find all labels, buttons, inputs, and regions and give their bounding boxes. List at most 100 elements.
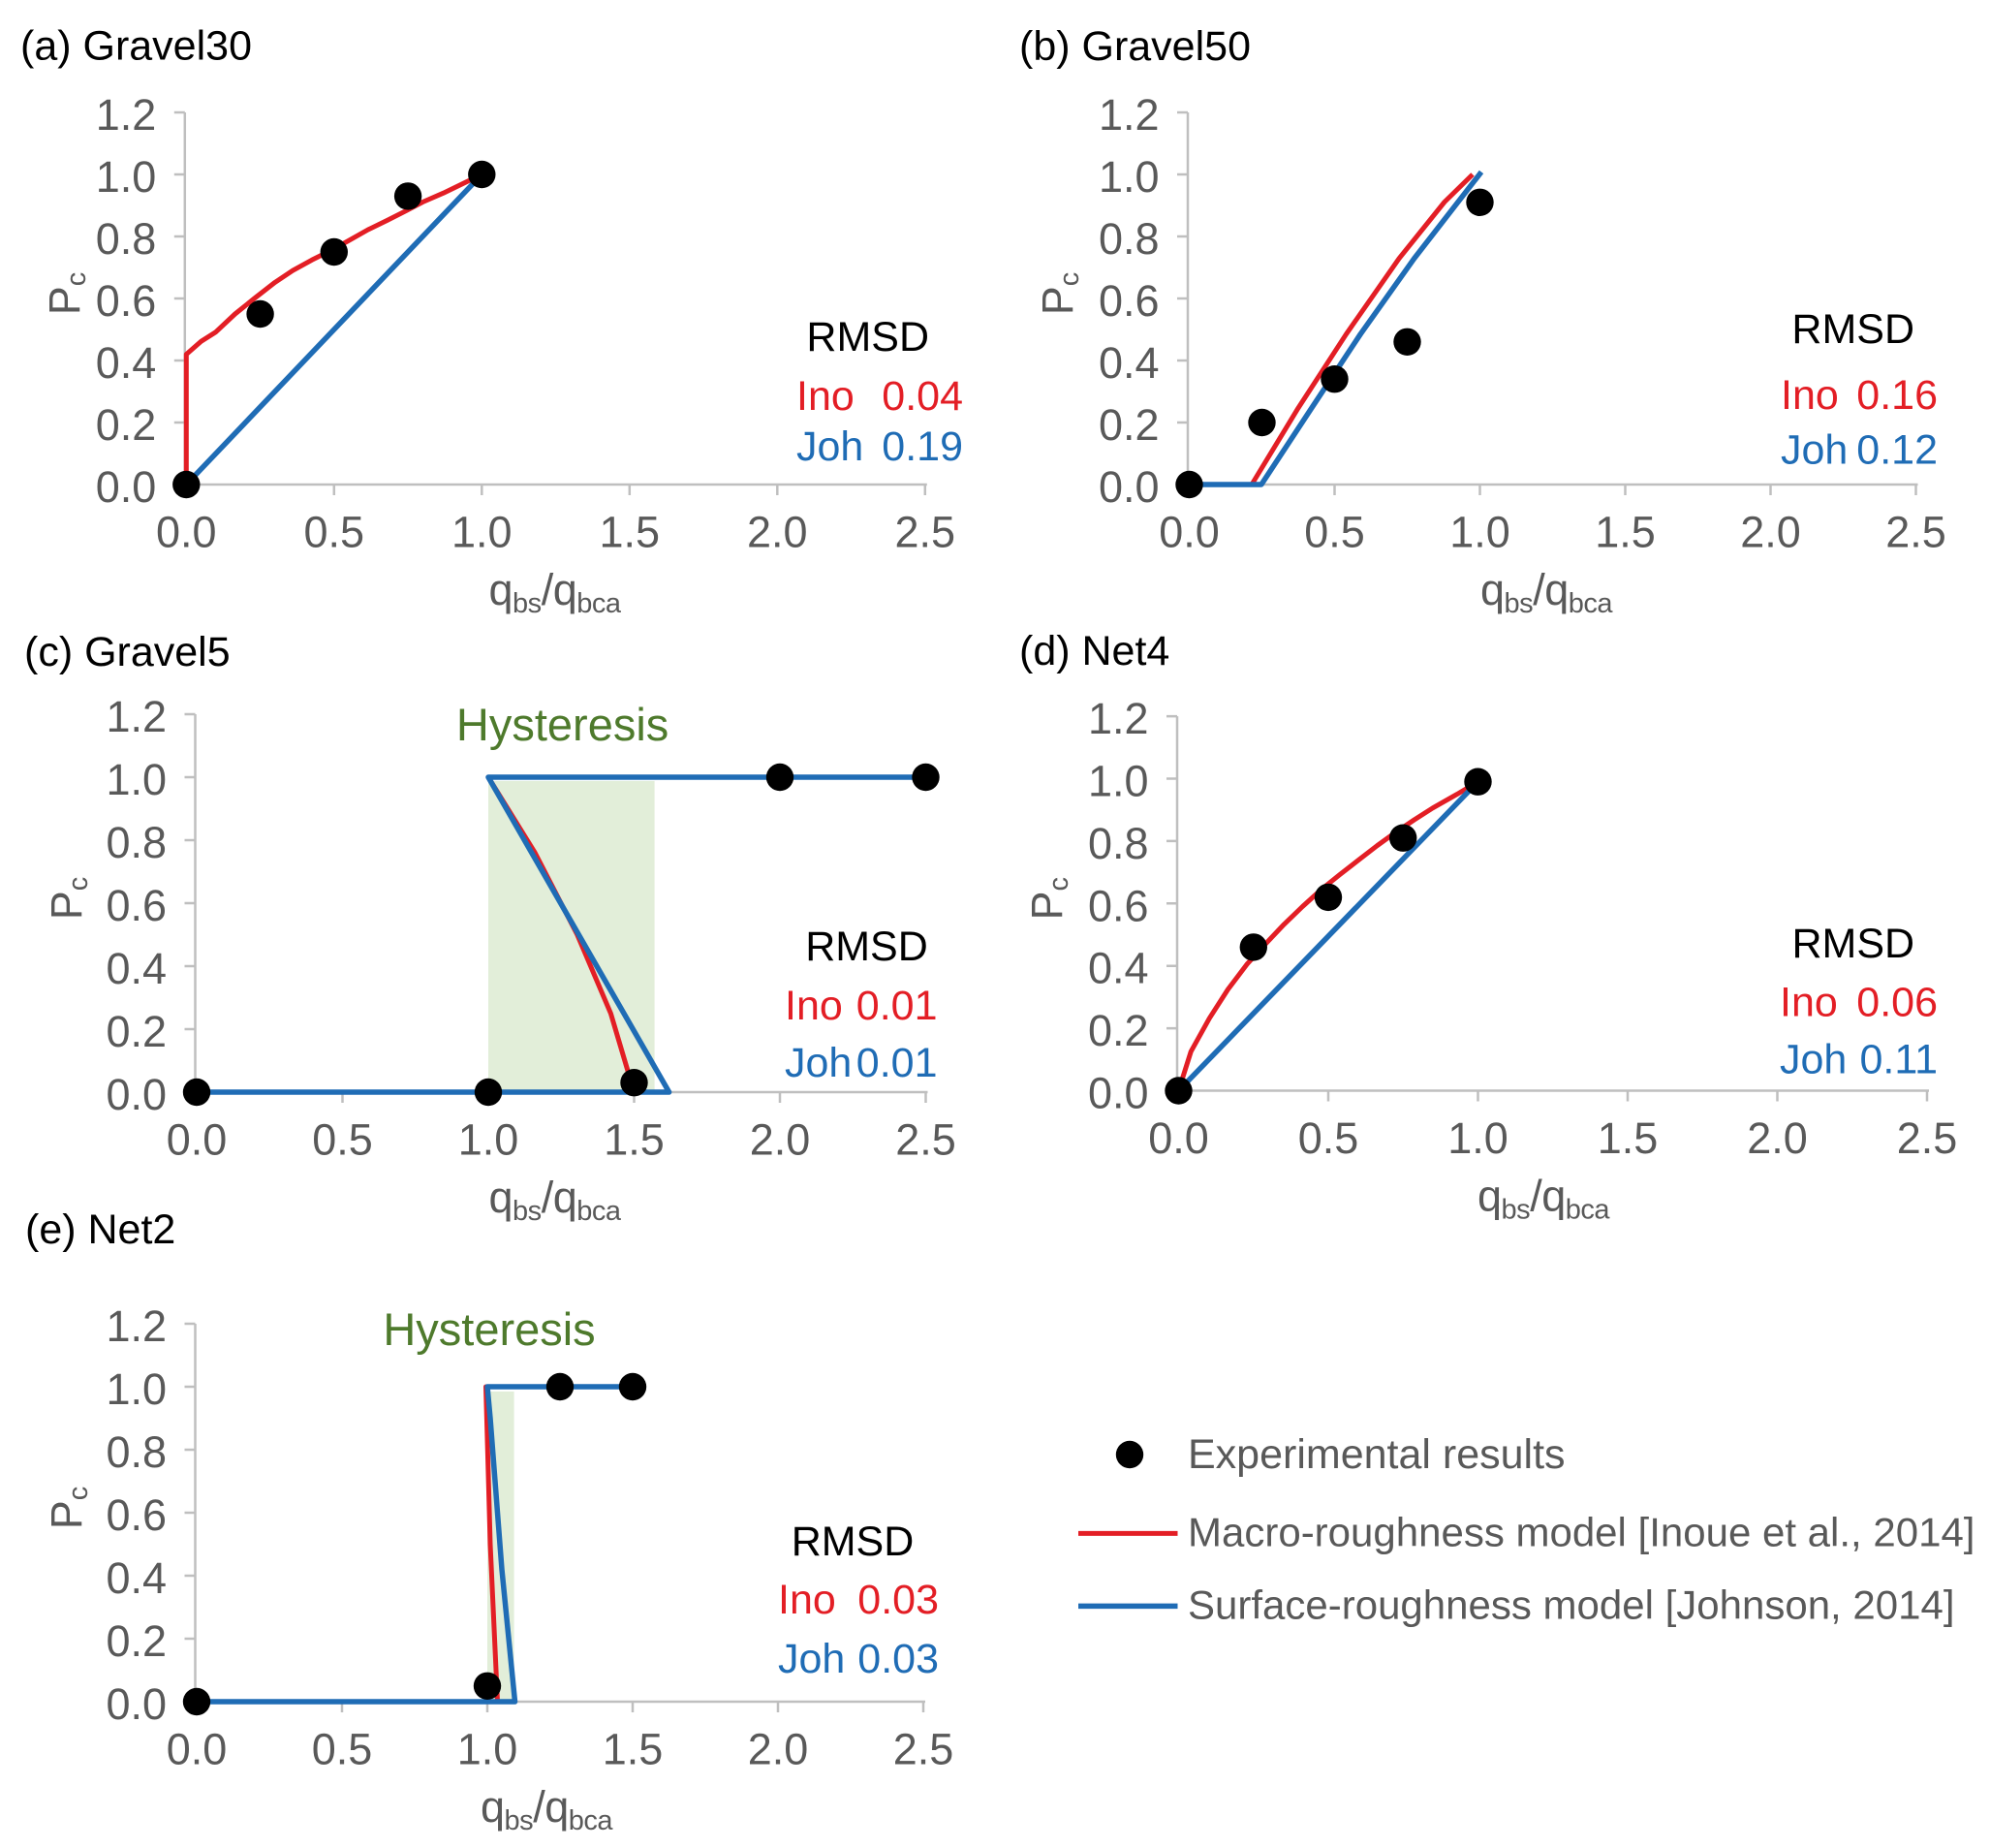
svg-text:0.2: 0.2 (1088, 1006, 1149, 1055)
svg-text:2.0: 2.0 (747, 508, 808, 557)
svg-text:2.5: 2.5 (895, 1115, 956, 1165)
svg-text:0.6: 0.6 (96, 276, 157, 326)
svg-text:0.2: 0.2 (106, 1007, 167, 1056)
svg-text:Joh: Joh (1780, 1037, 1847, 1083)
svg-text:0.0: 0.0 (106, 1070, 167, 1119)
svg-text:2.0: 2.0 (748, 1725, 809, 1774)
svg-text:Ino: Ino (778, 1577, 836, 1623)
svg-text:0.2: 0.2 (96, 400, 157, 450)
svg-text:RMSD: RMSD (1791, 306, 1914, 353)
svg-text:0.01: 0.01 (856, 983, 938, 1029)
svg-text:0.03: 0.03 (857, 1577, 939, 1623)
svg-text:Hysteresis: Hysteresis (383, 1303, 595, 1355)
svg-text:0.0: 0.0 (106, 1679, 167, 1729)
svg-text:0.2: 0.2 (1099, 400, 1160, 450)
svg-text:0.0: 0.0 (96, 462, 157, 512)
svg-text:2.5: 2.5 (895, 508, 956, 557)
svg-text:Joh: Joh (785, 1040, 852, 1086)
svg-text:RMSD: RMSD (806, 314, 929, 360)
svg-text:0.4: 0.4 (96, 338, 157, 388)
svg-text:0.0: 0.0 (1088, 1069, 1149, 1118)
svg-text:(d) Net4: (d) Net4 (1019, 628, 1169, 674)
svg-text:RMSD: RMSD (792, 1519, 915, 1565)
svg-text:1.0: 1.0 (106, 1364, 167, 1414)
svg-text:0.5: 0.5 (312, 1725, 373, 1774)
svg-text:2.5: 2.5 (1885, 508, 1946, 557)
svg-text:0.8: 0.8 (1099, 214, 1160, 264)
svg-text:2.5: 2.5 (893, 1725, 954, 1774)
svg-text:2.0: 2.0 (1747, 1113, 1808, 1163)
svg-text:Pc: Pc (1022, 877, 1074, 921)
svg-text:1.0: 1.0 (1449, 508, 1510, 557)
svg-text:0.01: 0.01 (856, 1040, 938, 1086)
svg-text:(e) Net2: (e) Net2 (25, 1206, 175, 1253)
svg-text:0.5: 0.5 (1304, 508, 1365, 557)
svg-text:RMSD: RMSD (1791, 921, 1914, 967)
svg-text:0.4: 0.4 (106, 944, 167, 993)
svg-text:0.12: 0.12 (1856, 427, 1938, 474)
svg-text:2.5: 2.5 (1897, 1113, 1958, 1163)
svg-text:0.06: 0.06 (1856, 980, 1938, 1026)
svg-text:1.2: 1.2 (96, 90, 157, 140)
svg-text:0.8: 0.8 (96, 214, 157, 264)
svg-text:0.0: 0.0 (1159, 508, 1220, 557)
svg-text:Joh: Joh (1781, 427, 1848, 474)
svg-text:0.0: 0.0 (1148, 1113, 1209, 1163)
svg-text:1.0: 1.0 (1099, 152, 1160, 202)
svg-text:0.2: 0.2 (106, 1616, 167, 1666)
svg-text:0.8: 0.8 (106, 1427, 167, 1477)
svg-text:RMSD: RMSD (805, 924, 928, 970)
svg-text:0.5: 0.5 (1298, 1113, 1359, 1163)
svg-text:0.03: 0.03 (857, 1636, 939, 1682)
svg-text:2.0: 2.0 (750, 1115, 811, 1165)
svg-text:0.0: 0.0 (156, 508, 217, 557)
svg-text:0.0: 0.0 (1099, 462, 1160, 512)
svg-text:1.2: 1.2 (1088, 694, 1149, 743)
svg-text:Ino: Ino (785, 983, 843, 1029)
svg-text:0.0: 0.0 (167, 1115, 228, 1165)
svg-text:1.0: 1.0 (451, 508, 513, 557)
svg-text:0.8: 0.8 (1088, 819, 1149, 868)
svg-text:(b) Gravel50: (b) Gravel50 (1019, 23, 1251, 70)
svg-text:0.4: 0.4 (106, 1553, 167, 1603)
svg-text:1.0: 1.0 (106, 755, 167, 804)
svg-text:Joh: Joh (796, 423, 863, 470)
svg-text:1.5: 1.5 (604, 1115, 665, 1165)
svg-text:0.04: 0.04 (882, 373, 963, 420)
svg-text:Joh: Joh (778, 1636, 845, 1682)
svg-text:Ino: Ino (1781, 372, 1839, 419)
svg-text:0.4: 0.4 (1099, 338, 1160, 388)
svg-text:1.0: 1.0 (457, 1725, 518, 1774)
svg-text:0.11: 0.11 (1860, 1037, 1939, 1083)
svg-text:1.2: 1.2 (106, 1301, 167, 1351)
svg-text:Hysteresis: Hysteresis (456, 699, 669, 750)
svg-text:1.0: 1.0 (96, 152, 157, 202)
svg-text:1.5: 1.5 (1595, 508, 1656, 557)
svg-text:(a) Gravel30: (a) Gravel30 (20, 23, 252, 70)
svg-text:2.0: 2.0 (1740, 508, 1801, 557)
svg-text:Ino: Ino (796, 373, 855, 420)
svg-text:(c) Gravel5: (c) Gravel5 (24, 629, 231, 675)
svg-text:0.5: 0.5 (304, 508, 365, 557)
svg-text:1.0: 1.0 (1447, 1113, 1508, 1163)
svg-text:1.5: 1.5 (603, 1725, 664, 1774)
svg-text:0.6: 0.6 (106, 881, 167, 930)
svg-text:Surface-roughness model [Johns: Surface-roughness model [Johnson, 2014] (1188, 1582, 1955, 1628)
svg-text:0.16: 0.16 (1856, 372, 1938, 419)
svg-text:1.5: 1.5 (600, 508, 661, 557)
svg-text:1.2: 1.2 (106, 692, 167, 741)
svg-text:Experimental results: Experimental results (1188, 1431, 1566, 1478)
svg-text:1.0: 1.0 (458, 1115, 519, 1165)
svg-text:0.8: 0.8 (106, 818, 167, 867)
svg-text:0.4: 0.4 (1088, 944, 1149, 993)
svg-text:0.19: 0.19 (882, 423, 963, 470)
svg-text:1.2: 1.2 (1099, 90, 1160, 140)
svg-text:1.5: 1.5 (1598, 1113, 1659, 1163)
svg-text:0.6: 0.6 (1088, 881, 1149, 930)
svg-text:0.6: 0.6 (1099, 276, 1160, 326)
svg-text:0.6: 0.6 (106, 1490, 167, 1540)
svg-text:Ino: Ino (1780, 980, 1838, 1026)
svg-text:0.5: 0.5 (312, 1115, 373, 1165)
svg-text:Macro-roughness model [Inoue e: Macro-roughness model [Inoue et al., 201… (1188, 1510, 1974, 1555)
svg-text:1.0: 1.0 (1088, 757, 1149, 806)
